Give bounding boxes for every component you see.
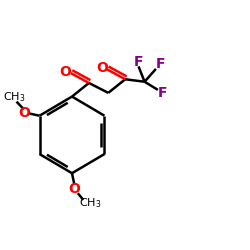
Text: F: F [156,58,165,71]
Text: O: O [96,61,108,75]
Text: F: F [158,86,168,100]
Text: CH$_3$: CH$_3$ [3,90,25,104]
Text: O: O [60,65,72,79]
Text: O: O [18,106,30,120]
Text: F: F [134,55,143,69]
Text: CH$_3$: CH$_3$ [79,196,102,210]
Text: O: O [68,182,80,196]
